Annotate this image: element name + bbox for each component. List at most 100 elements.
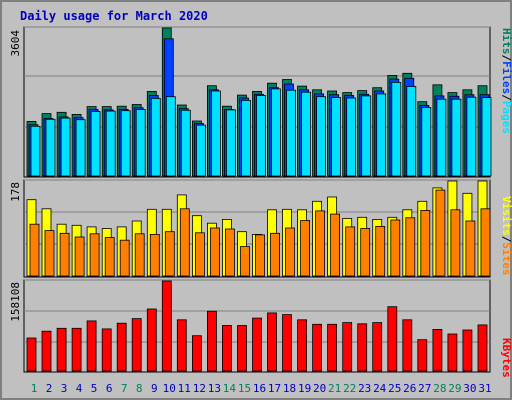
bar-pages-day-24 <box>376 93 387 177</box>
x-label-day-24: 24 <box>373 382 387 395</box>
bar-sites-day-22 <box>345 226 356 277</box>
bar-sites-day-25 <box>390 219 401 277</box>
bar-pages-day-11 <box>180 109 191 177</box>
bar-kbytes-day-24 <box>372 322 383 372</box>
bar-kbytes-day-3 <box>56 327 67 372</box>
x-label-day-12: 12 <box>193 382 206 395</box>
bar-sites-day-6 <box>104 237 115 277</box>
bar-sites-day-9 <box>149 233 160 277</box>
x-label-day-7: 7 <box>121 382 128 395</box>
panel-kbytes <box>23 279 491 373</box>
x-label-day-30: 30 <box>463 382 476 395</box>
bar-pages-day-7 <box>120 110 131 177</box>
x-label-day-2: 2 <box>46 382 53 395</box>
bar-sites-day-29 <box>450 209 461 277</box>
bar-kbytes-day-15 <box>237 325 247 372</box>
legend-text: Hits/Files/Pages <box>500 28 512 134</box>
y-max-label-top: 3604 <box>9 30 22 57</box>
bar-pages-day-2 <box>45 118 56 177</box>
bar-kbytes-day-6 <box>101 328 112 372</box>
bar-pages-day-28 <box>436 98 447 177</box>
bar-sites-day-1 <box>29 223 40 277</box>
bar-pages-day-16 <box>256 95 266 177</box>
bar-kbytes-day-21 <box>327 323 338 372</box>
bar-sites-day-27 <box>420 209 431 277</box>
bar-kbytes-day-22 <box>342 322 353 372</box>
bar-pages-day-26 <box>406 86 417 177</box>
bar-kbytes-day-20 <box>312 323 323 372</box>
bar-pages-day-15 <box>241 100 251 177</box>
panel-visits-sites <box>23 179 491 278</box>
bar-sites-day-14 <box>224 228 235 277</box>
x-label-day-9: 9 <box>151 382 158 395</box>
bar-kbytes-day-26 <box>402 319 413 372</box>
x-label-day-13: 13 <box>208 382 221 395</box>
x-label-day-29: 29 <box>448 382 461 395</box>
legend-text: Visits/Sites <box>500 196 512 276</box>
panel-hits-files-pages <box>23 26 492 178</box>
bar-kbytes-day-8 <box>131 318 142 372</box>
x-label-day-31: 31 <box>478 382 491 395</box>
x-label-day-8: 8 <box>136 382 143 395</box>
x-label-day-21: 21 <box>328 382 341 395</box>
bar-kbytes-day-23 <box>357 323 368 372</box>
bar-pages-day-17 <box>271 88 281 177</box>
x-label-day-14: 14 <box>223 382 237 395</box>
bar-sites-day-16 <box>255 234 265 277</box>
bar-kbytes-day-31 <box>477 324 488 372</box>
bar-kbytes-day-9 <box>146 308 157 372</box>
bar-sites-day-5 <box>89 233 100 277</box>
legend-separator: / <box>500 94 512 101</box>
bar-pages-day-10 <box>165 96 176 177</box>
x-label-day-4: 4 <box>76 382 83 395</box>
bar-kbytes-day-17 <box>267 312 277 372</box>
bar-sites-day-28 <box>435 189 446 277</box>
legend-item-files: Files <box>500 61 512 94</box>
legend-item-kbytes: KBytes <box>500 338 512 378</box>
bar-sites-day-31 <box>480 208 491 277</box>
x-axis-labels: 1 2 3 4 5 6 7 8 9 10 11 12 13 14 15 16 17 18 19 20 21 22 23 24 2… <box>31 382 492 395</box>
bar-kbytes-day-27 <box>417 339 428 372</box>
bar-kbytes-day-2 <box>41 330 52 372</box>
legend-separator: / <box>500 55 512 62</box>
legend-top: Hits/Files/Pages <box>500 28 512 134</box>
x-label-day-27: 27 <box>418 382 431 395</box>
bar-pages-day-21 <box>331 97 342 177</box>
x-label-day-6: 6 <box>106 382 113 395</box>
x-label-day-11: 11 <box>178 382 191 395</box>
bar-pages-day-4 <box>75 119 86 177</box>
bar-pages-day-19 <box>301 91 312 177</box>
bar-sites-day-8 <box>134 233 145 277</box>
bar-kbytes-day-29 <box>447 333 458 372</box>
x-label-day-17: 17 <box>268 382 281 395</box>
bar-kbytes-day-5 <box>86 320 97 372</box>
bar-pages-day-23 <box>361 95 372 177</box>
bar-kbytes-day-11 <box>176 319 187 372</box>
bar-pages-day-1 <box>30 125 41 177</box>
bar-kbytes-day-19 <box>297 319 308 372</box>
legend-item-hits: Hits <box>500 28 512 55</box>
bar-pages-day-9 <box>150 98 161 177</box>
bar-sites-day-12 <box>194 232 205 277</box>
bar-kbytes-day-1 <box>26 337 37 372</box>
legend-middle: Visits/Sites <box>500 196 512 276</box>
bar-sites-day-23 <box>360 228 371 277</box>
bar-kbytes-day-25 <box>387 306 398 372</box>
x-label-day-5: 5 <box>91 382 98 395</box>
legend-item-sites: Sites <box>500 242 512 275</box>
bar-kbytes-day-12 <box>191 335 202 372</box>
bar-pages-day-8 <box>135 109 146 177</box>
bar-pages-day-5 <box>90 111 101 177</box>
bar-sites-day-3 <box>59 232 70 277</box>
bar-sites-day-19 <box>300 220 311 277</box>
x-label-day-15: 15 <box>238 382 251 395</box>
bar-kbytes-day-30 <box>462 329 473 372</box>
bar-pages-day-31 <box>481 97 492 177</box>
x-label-day-23: 23 <box>358 382 371 395</box>
bar-sites-day-15 <box>240 246 250 277</box>
bar-sites-day-4 <box>74 236 85 277</box>
bar-kbytes-day-14 <box>221 325 232 372</box>
bar-sites-day-7 <box>119 239 130 277</box>
bar-pages-day-27 <box>421 107 432 177</box>
bar-pages-day-13 <box>210 90 221 177</box>
